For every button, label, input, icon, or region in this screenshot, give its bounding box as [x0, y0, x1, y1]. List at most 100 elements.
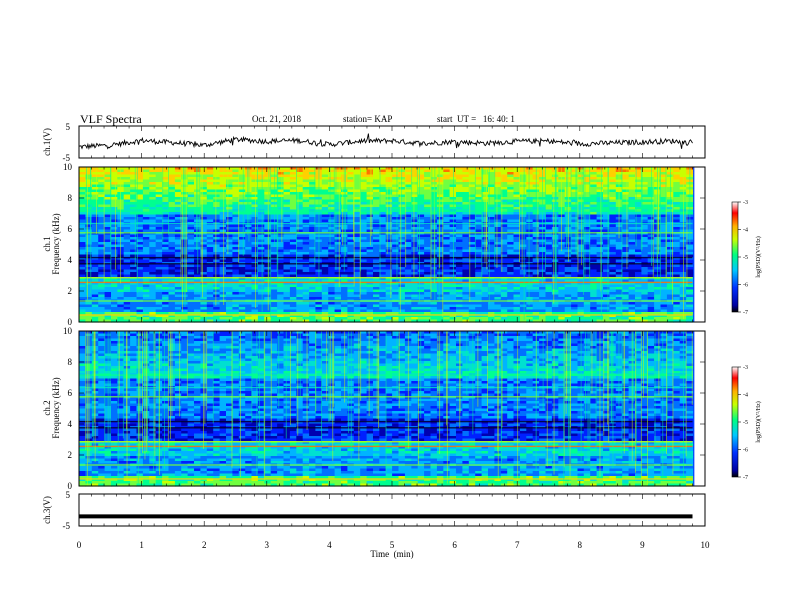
spectrogram-cell	[187, 257, 195, 261]
spectrogram-cell	[309, 254, 317, 258]
spectrogram-cell	[385, 267, 393, 271]
spectrogram-cell	[392, 179, 400, 183]
spectrogram-cell	[251, 212, 259, 216]
spectrogram-cell	[628, 194, 636, 198]
spectrogram-cell	[360, 217, 368, 221]
spectrogram-cell	[257, 279, 265, 283]
spectrogram-cell	[673, 249, 681, 253]
spectrogram-cell	[79, 207, 86, 211]
spectrogram-cell	[251, 202, 259, 206]
spectrogram-cell	[168, 179, 176, 183]
spectrogram-cell	[494, 229, 502, 233]
spectrogram-cell	[353, 247, 361, 251]
spectrogram-cell	[622, 192, 630, 196]
spectrogram-cell	[142, 217, 150, 221]
spectrogram-cell	[641, 237, 649, 241]
spectrogram-cell	[187, 279, 195, 283]
spectrogram-cell	[596, 234, 604, 238]
spectrogram-cell	[494, 277, 502, 281]
spectrogram-cell	[353, 232, 361, 236]
spectrogram-cell	[571, 229, 579, 233]
spectrogram-cell	[488, 287, 495, 291]
spectrogram-cell	[353, 252, 361, 256]
spectrogram-cell	[596, 177, 604, 181]
spectrogram-cell	[104, 257, 112, 261]
spectrogram-cell	[417, 267, 425, 271]
spectrogram-cell	[130, 249, 138, 253]
spectrogram-cell	[603, 242, 610, 246]
spectrogram-cell	[481, 274, 489, 278]
spectrogram-cell	[379, 207, 387, 211]
spectrogram-cell	[590, 269, 598, 273]
spectrogram-cell	[123, 212, 131, 216]
spectrogram-cell	[149, 217, 157, 221]
spectrogram-cell	[232, 179, 240, 183]
spectrogram-cell	[296, 252, 304, 256]
spectrogram-cell	[641, 257, 649, 261]
spectrogram-cell	[488, 169, 495, 173]
spectrogram-cell	[456, 282, 463, 286]
spectrogram-cell	[123, 189, 131, 193]
spectrogram-cell	[85, 239, 93, 243]
spectrogram-cell	[206, 197, 214, 201]
spectrogram-cell	[168, 217, 176, 221]
spectrogram-cell	[232, 229, 240, 233]
spectrogram-cell	[213, 227, 221, 231]
spectrogram-cell	[622, 167, 630, 171]
spectrogram-cell	[488, 244, 495, 248]
spectrogram-cell	[79, 267, 86, 271]
spectrogram-cell	[373, 214, 380, 218]
spectrogram-cell	[635, 249, 642, 253]
spectrogram-cell	[334, 212, 342, 216]
spectrogram-cell	[123, 227, 131, 231]
spectrogram-cell	[91, 249, 99, 253]
spectrogram-cell	[347, 224, 355, 228]
spectrogram-cell	[590, 204, 598, 208]
spectrogram-cell	[526, 289, 534, 293]
spectrogram-cell	[309, 282, 317, 286]
spectrogram-cell	[136, 182, 144, 186]
spectrogram-cell	[251, 204, 259, 208]
spectrogram-cell	[635, 267, 642, 271]
spectrogram-cell	[130, 234, 138, 238]
spectrogram-cell	[411, 212, 419, 216]
spectrogram-cell	[257, 264, 265, 268]
spectrogram-cell	[98, 199, 106, 203]
spectrogram-cell	[532, 259, 540, 263]
spectrogram-cell	[213, 259, 221, 263]
spectrogram-cell	[289, 187, 297, 191]
spectrogram-cell	[251, 227, 259, 231]
spectrogram-cell	[91, 174, 99, 178]
spectrogram-cell	[168, 247, 176, 251]
spectrogram-cell	[417, 232, 425, 236]
spectrogram-cell	[79, 279, 86, 283]
spectrogram-cell	[660, 229, 668, 233]
spectrogram-cell	[596, 269, 604, 273]
spectrogram-cell	[468, 264, 476, 268]
spectrogram-cell	[200, 292, 208, 296]
spectrogram-cell	[456, 187, 463, 191]
spectrogram-cell	[513, 229, 521, 233]
spectrogram-cell	[500, 184, 508, 188]
spectrogram-cell	[539, 284, 547, 288]
spectrogram-cell	[571, 269, 579, 273]
spectrogram-cell	[379, 249, 387, 253]
spectrogram-cell	[583, 247, 591, 251]
spectrogram-cell	[660, 289, 668, 293]
spectrogram-cell	[194, 287, 201, 291]
spectrogram-cell	[104, 279, 112, 283]
spectrogram-cell	[424, 197, 432, 201]
spectrogram-cell	[366, 252, 374, 256]
spectrogram-cell	[104, 214, 112, 218]
spectrogram-cell	[507, 289, 515, 293]
spectrogram-cell	[149, 174, 157, 178]
spectrogram-cell	[641, 239, 649, 243]
spectrogram-cell	[635, 284, 642, 288]
spectrogram-cell	[309, 179, 317, 183]
spectrogram-cell	[341, 272, 348, 276]
spectrogram-cell	[213, 244, 221, 248]
spectrogram-cell	[443, 184, 451, 188]
spectrogram-cell	[104, 219, 112, 223]
spectrogram-cell	[526, 257, 534, 261]
spectrogram-cell	[424, 194, 432, 198]
